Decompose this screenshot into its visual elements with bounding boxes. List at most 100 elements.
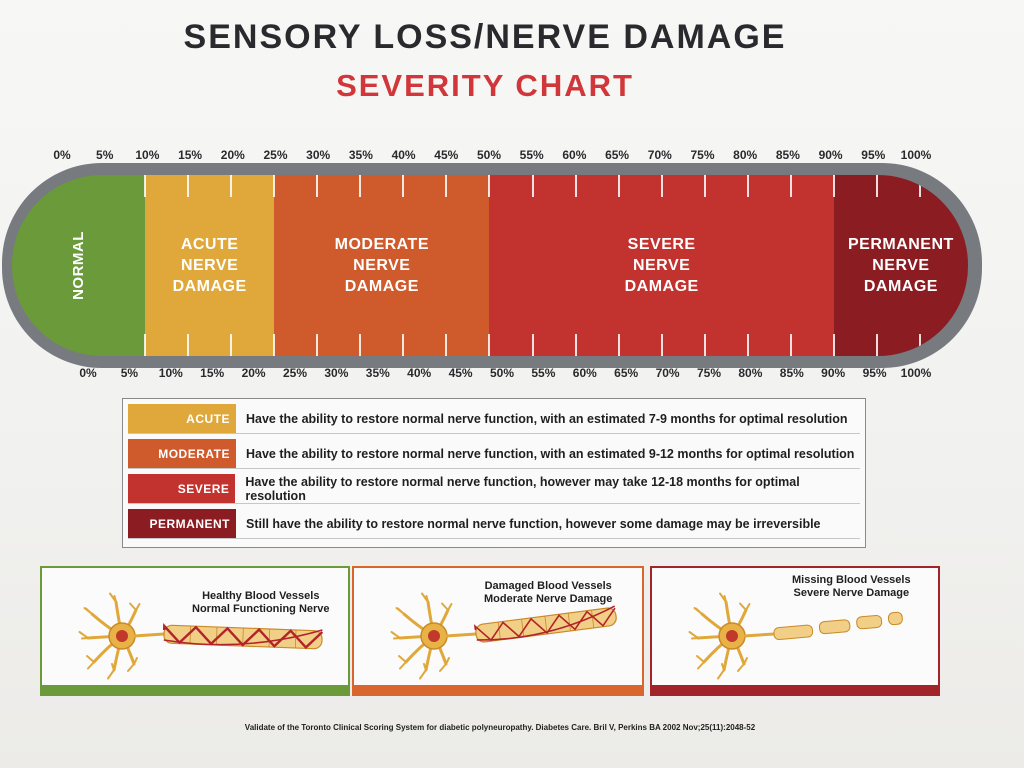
percent-scale-top: 0% 5% 10% 15% 20% 25% 30% 35% 40% 45% 50% 55% 60% 65%… xyxy=(0,148,1024,168)
percent-tick-mark xyxy=(789,334,792,356)
segment-label: NORMAL xyxy=(70,231,88,300)
card-missing: Missing Blood Vessels Severe Nerve Damag… xyxy=(650,566,940,696)
percent-tick-label: 55% xyxy=(531,366,556,380)
percent-tick-label: 0% xyxy=(79,366,97,380)
percent-tick-label: 35% xyxy=(365,366,390,380)
percent-tick-mark xyxy=(703,175,706,197)
percent-tick-label: 50% xyxy=(476,148,502,162)
percent-tick-label: 100% xyxy=(900,366,932,380)
percent-tick-mark xyxy=(273,334,276,356)
percent-tick-mark xyxy=(832,175,835,197)
percent-tick-mark xyxy=(359,334,362,356)
card-color-strip xyxy=(42,685,348,694)
percent-tick-label: 80% xyxy=(738,366,763,380)
neuron-cell-icon xyxy=(78,592,141,680)
card-caption: Healthy Blood Vessels Normal Functioning… xyxy=(192,590,330,615)
legend-row: PERMANENT Still have the ability to resto… xyxy=(128,509,860,539)
percent-tick-mark xyxy=(144,334,147,356)
percent-tick-label: 90% xyxy=(818,148,843,162)
percent-tick-mark xyxy=(832,334,835,356)
card-color-strip xyxy=(354,685,642,694)
segment-label: PERMANENT NERVE DAMAGE xyxy=(847,236,954,295)
percent-tick-mark xyxy=(660,175,663,197)
legend-swatch: ACUTE xyxy=(128,404,236,433)
axon-icon xyxy=(133,623,324,650)
percent-tick-label: 75% xyxy=(690,148,715,162)
percent-tick-mark xyxy=(316,175,319,197)
percent-tick-label: 5% xyxy=(96,148,114,162)
percent-tick-mark xyxy=(230,334,233,356)
percent-tick-label: 15% xyxy=(178,148,203,162)
segment-label: ACUTE NERVE DAMAGE xyxy=(172,236,247,295)
percent-tick-label: 15% xyxy=(200,366,225,380)
segment-normal: NORMAL xyxy=(12,175,146,356)
percent-tick-mark xyxy=(187,334,190,356)
citation: Validate of the Toronto Clinical Scoring… xyxy=(244,723,756,732)
segment-moderate: MODERATE NERVE DAMAGE xyxy=(274,175,490,356)
percent-tick-label: 25% xyxy=(263,148,288,162)
neuron-cell-icon xyxy=(688,592,751,680)
percent-tick-label: 60% xyxy=(562,148,587,162)
percent-tick-label: 90% xyxy=(821,366,846,380)
percent-tick-label: 70% xyxy=(655,366,680,380)
percent-tick-mark xyxy=(488,334,491,356)
legend-swatch: MODERATE xyxy=(128,439,236,468)
segment-label: MODERATE NERVE DAMAGE xyxy=(334,236,429,295)
percent-tick-mark xyxy=(230,175,233,197)
legend-row: ACUTE Have the ability to restore normal … xyxy=(128,404,860,434)
percent-tick-mark xyxy=(660,334,663,356)
card-healthy: Healthy Blood Vessels Normal Functioning… xyxy=(40,566,350,696)
percent-tick-mark xyxy=(359,175,362,197)
card-caption: Damaged Blood Vessels Moderate Nerve Dam… xyxy=(484,580,613,605)
percent-tick-mark xyxy=(531,175,534,197)
severity-legend: ACUTE Have the ability to restore normal … xyxy=(122,398,866,548)
percent-tick-mark xyxy=(574,175,577,197)
percent-tick-mark xyxy=(187,175,190,197)
legend-row: SEVERE Have the ability to restore normal… xyxy=(128,474,860,504)
neuron-cell-icon xyxy=(390,592,453,680)
percent-tick-label: 75% xyxy=(696,366,722,380)
percent-tick-label: 20% xyxy=(220,148,245,162)
percent-tick-label: 30% xyxy=(306,148,331,162)
percent-tick-mark xyxy=(617,334,620,356)
percent-tick-label: 80% xyxy=(733,148,758,162)
segment-severe: SEVERE NERVE DAMAGE xyxy=(489,175,834,356)
percent-tick-label: 65% xyxy=(605,148,630,162)
percent-tick-mark xyxy=(445,334,448,356)
percent-tick-label: 45% xyxy=(448,366,473,380)
segment-permanent: PERMANENT NERVE DAMAGE xyxy=(833,175,968,356)
percent-tick-label: 55% xyxy=(519,148,544,162)
percent-tick-mark xyxy=(875,334,878,356)
percent-tick-mark xyxy=(918,175,921,197)
percent-tick-mark xyxy=(574,334,577,356)
nerve-illustration xyxy=(390,592,617,680)
percent-tick-mark xyxy=(488,175,491,197)
card-color-strip xyxy=(652,685,938,694)
percent-scale-bottom: 0% 5% 10% 15% 20% 25% 30% 35% 40% 45% 50% 55% 60% 65%… xyxy=(0,366,1024,386)
segment-label: SEVERE NERVE DAMAGE xyxy=(624,236,699,295)
percent-tick-label: 25% xyxy=(282,366,308,380)
percent-tick-label: 85% xyxy=(779,366,804,380)
legend-description: Have the ability to restore normal nerve… xyxy=(246,446,855,461)
poster-title: SENSORY LOSS/NERVE DAMAGE xyxy=(183,18,787,56)
percent-tick-label: 45% xyxy=(434,148,459,162)
percent-tick-label: 0% xyxy=(53,148,71,162)
percent-tick-label: 40% xyxy=(391,148,416,162)
percent-tick-label: 20% xyxy=(241,366,266,380)
percent-tick-label: 5% xyxy=(120,366,139,380)
percent-tick-mark xyxy=(875,175,878,197)
percent-tick-label: 95% xyxy=(862,366,887,380)
segment-acute: ACUTE NERVE DAMAGE xyxy=(145,175,275,356)
percent-tick-mark xyxy=(273,175,276,197)
percent-tick-mark xyxy=(316,334,319,356)
percent-tick-mark xyxy=(144,175,147,197)
percent-tick-label: 100% xyxy=(900,148,932,162)
percent-tick-label: 40% xyxy=(407,366,432,380)
percent-tick-mark xyxy=(746,175,749,197)
percent-tick-mark xyxy=(918,334,921,356)
percent-tick-mark xyxy=(617,175,620,197)
poster-subtitle: SEVERITY CHART xyxy=(336,68,634,103)
percent-tick-label: 35% xyxy=(348,148,373,162)
percent-tick-mark xyxy=(402,175,405,197)
